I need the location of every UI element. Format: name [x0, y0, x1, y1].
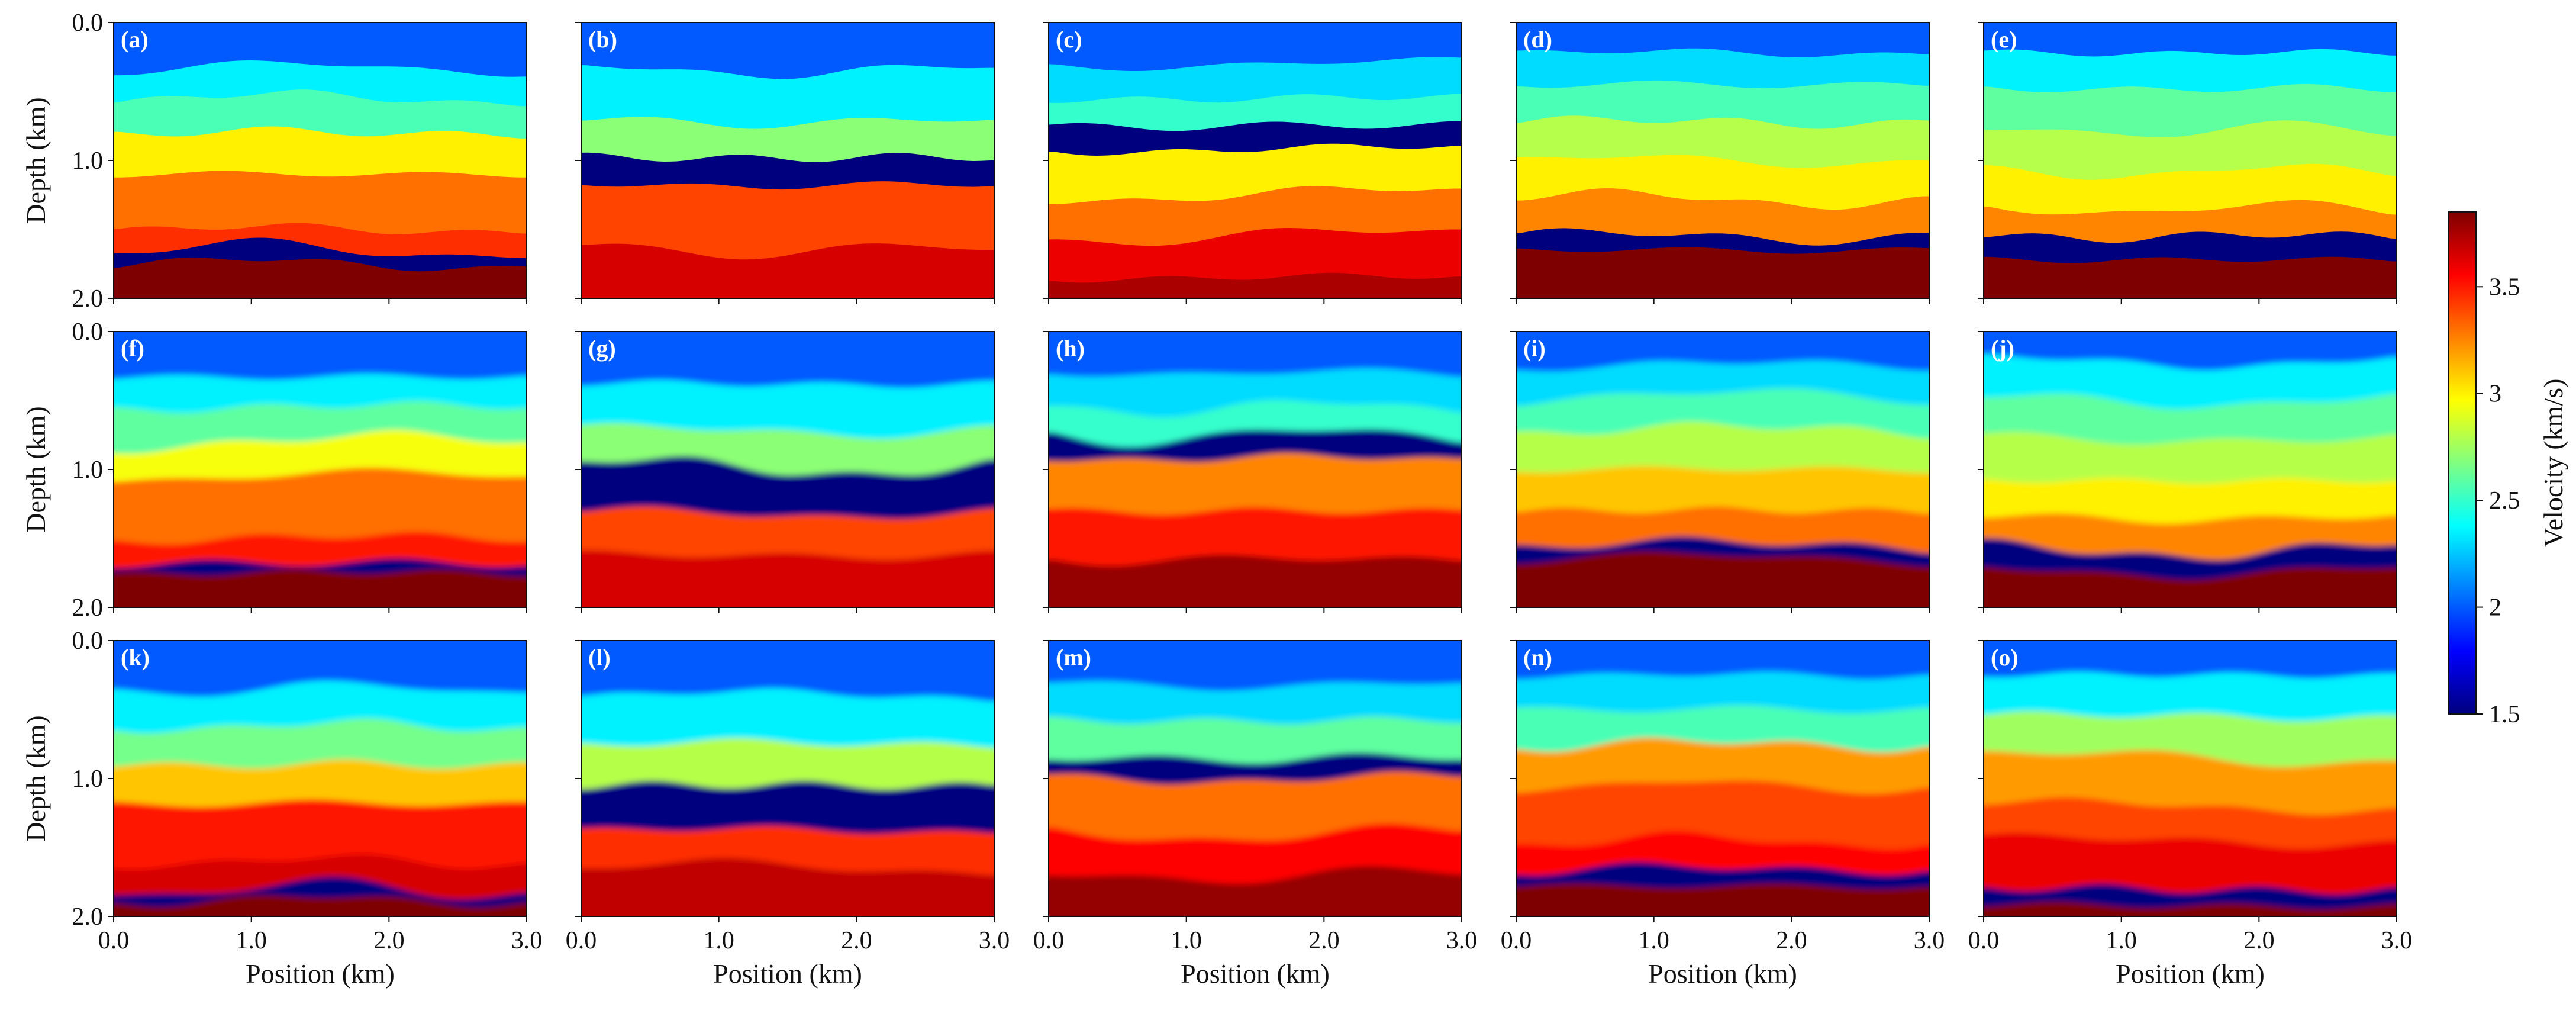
panel-label: (b) [588, 26, 617, 53]
panel-label: (m) [1056, 644, 1091, 671]
x-tick-label: 3.0 [511, 927, 543, 954]
x-axis-label: Position (km) [1648, 958, 1797, 989]
velocity-layer [1516, 883, 1929, 916]
panel-label: (e) [1991, 26, 2017, 53]
velocity-layer [1984, 567, 2397, 607]
x-axis-label: Position (km) [1181, 958, 1330, 989]
x-tick-label: 1.0 [236, 927, 267, 954]
velocity-layer [1516, 247, 1929, 298]
panel-label: (a) [121, 26, 149, 53]
panel-label: (f) [121, 335, 144, 362]
panels [114, 22, 2397, 916]
panel-c [1049, 22, 1462, 298]
panel-h [1049, 332, 1462, 607]
panel-j [1984, 332, 2397, 607]
y-axis-label: Depth (km) [21, 406, 51, 532]
y-tick-label: 2.0 [72, 594, 104, 622]
x-tick-label: 2.0 [2243, 927, 2275, 954]
x-tick-label: 3.0 [979, 927, 1010, 954]
panel-m [1049, 641, 1462, 916]
y-tick-label: 0.0 [72, 628, 104, 655]
x-axis-label: Position (km) [713, 958, 862, 989]
velocity-layer [1049, 272, 1462, 298]
panel-e [1984, 22, 2397, 298]
colorbar: 1.5 2 2.5 3 3.5 Velocity (km/s) [2448, 211, 2568, 728]
colorbar-tick-label: 3 [2489, 381, 2501, 408]
panel-b [581, 22, 994, 298]
velocity-layer [581, 550, 994, 607]
x-tick-label: 3.0 [1914, 927, 1945, 954]
x-tick-label: 2.0 [1776, 927, 1807, 954]
y-tick-label: 0.0 [72, 319, 104, 346]
x-tick-label: 0.0 [98, 927, 130, 954]
panel-d [1516, 22, 1929, 298]
panel-o [1984, 641, 2397, 916]
panel-label: (l) [588, 644, 611, 671]
x-axis-label: Position (km) [246, 958, 395, 989]
x-tick-label: 1.0 [1171, 927, 1202, 954]
panel-label: (i) [1523, 335, 1546, 362]
velocity-layer [1516, 551, 1929, 607]
y-axis-label: Depth (km) [21, 97, 51, 223]
x-axis-label: Position (km) [2116, 958, 2265, 989]
colorbar-tick-label: 2.5 [2489, 487, 2520, 514]
colorbar-tick-label: 2 [2489, 594, 2501, 622]
y-tick-label: 0.0 [72, 9, 104, 37]
x-tick-label: 0.0 [1968, 927, 2000, 954]
velocity-layer [1984, 901, 2397, 916]
y-tick-label: 1.0 [72, 147, 104, 175]
x-tick-label: 0.0 [566, 927, 597, 954]
colorbar-tick-label: 1.5 [2489, 701, 2520, 728]
panel-k [114, 641, 527, 916]
velocity-layer [1049, 866, 1462, 916]
panel-label: (j) [1991, 335, 2014, 362]
colorbar-tick-label: 3.5 [2489, 274, 2520, 301]
x-tick-label: 1.0 [1638, 927, 1669, 954]
panel-label: (c) [1056, 26, 1082, 53]
velocity-layer [1049, 555, 1462, 607]
y-axis-label: Depth (km) [21, 715, 51, 841]
x-tick-label: 2.0 [1308, 927, 1340, 954]
x-tick-label: 3.0 [2381, 927, 2413, 954]
x-tick-label: 2.0 [841, 927, 872, 954]
velocity-layer [114, 569, 527, 607]
axes: (a) 0.0 1.0 2.0 Depth (km) (b) (c) (d) (e) (f) 0.0… [21, 9, 2412, 989]
x-tick-label: 3.0 [1446, 927, 1478, 954]
panel-f [114, 332, 527, 607]
velocity-layer [114, 258, 527, 298]
y-tick-label: 2.0 [72, 285, 104, 313]
velocity-layer [114, 895, 527, 916]
y-tick-label: 1.0 [72, 456, 104, 484]
x-tick-label: 1.0 [2106, 927, 2137, 954]
velocity-layer [581, 243, 994, 298]
panel-l [581, 641, 994, 916]
velocity-layer [581, 858, 994, 916]
panel-i [1516, 332, 1929, 607]
panel-label: (h) [1056, 335, 1085, 362]
panel-a [114, 22, 527, 298]
panel-g [581, 332, 994, 607]
x-tick-label: 1.0 [703, 927, 734, 954]
panel-label: (d) [1523, 26, 1552, 53]
panel-n [1516, 641, 1929, 916]
y-tick-label: 2.0 [72, 903, 104, 931]
colorbar-gradient [2448, 211, 2477, 715]
x-tick-label: 2.0 [373, 927, 405, 954]
x-tick-label: 0.0 [1501, 927, 1532, 954]
panel-label: (n) [1523, 644, 1552, 671]
panel-label: (k) [121, 644, 150, 671]
panel-label: (o) [1991, 644, 2019, 671]
panel-label: (g) [588, 335, 616, 362]
velocity-layer [1984, 256, 2397, 298]
x-tick-label: 0.0 [1033, 927, 1065, 954]
colorbar-label: Velocity (km/s) [2538, 379, 2568, 548]
y-tick-label: 1.0 [72, 765, 104, 793]
